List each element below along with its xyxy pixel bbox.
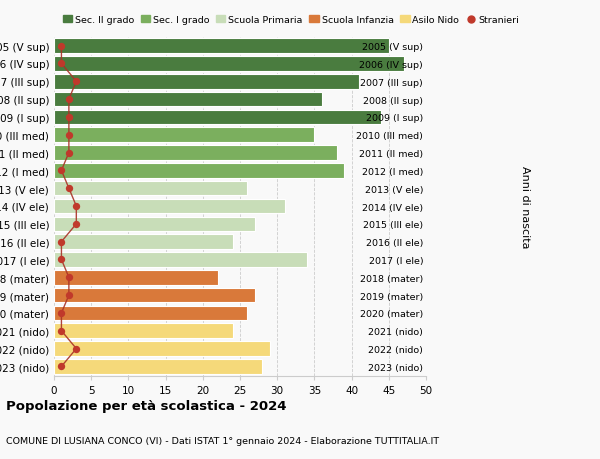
Point: [64, 274, 74, 281]
Point: [64, 292, 74, 299]
Bar: [54, 75, 359, 90]
Bar: [54, 217, 255, 232]
Point: [56, 43, 66, 50]
Bar: [54, 39, 389, 54]
Point: [56, 309, 66, 317]
Point: [56, 256, 66, 263]
Bar: [54, 164, 344, 178]
Point: [64, 132, 74, 139]
Bar: [54, 235, 233, 249]
Point: [56, 168, 66, 175]
Point: [56, 238, 66, 246]
Y-axis label: Anni di nascita: Anni di nascita: [520, 165, 530, 248]
Bar: [54, 341, 270, 356]
Point: [71, 221, 81, 228]
Bar: [54, 146, 337, 161]
Point: [56, 363, 66, 370]
Text: Popolazione per età scolastica - 2024: Popolazione per età scolastica - 2024: [6, 399, 287, 412]
Bar: [54, 270, 218, 285]
Bar: [54, 110, 382, 125]
Point: [64, 150, 74, 157]
Point: [64, 114, 74, 121]
Bar: [54, 93, 322, 107]
Bar: [54, 181, 247, 196]
Bar: [54, 306, 247, 320]
Point: [71, 78, 81, 86]
Point: [56, 61, 66, 68]
Point: [56, 327, 66, 335]
Bar: [54, 288, 255, 303]
Point: [64, 185, 74, 192]
Bar: [54, 199, 284, 214]
Bar: [54, 324, 233, 338]
Bar: [54, 359, 262, 374]
Point: [71, 203, 81, 210]
Bar: [54, 128, 314, 143]
Bar: [54, 252, 307, 267]
Bar: [54, 57, 404, 72]
Legend: Sec. II grado, Sec. I grado, Scuola Primaria, Scuola Infanzia, Asilo Nido, Stran: Sec. II grado, Sec. I grado, Scuola Prim…: [59, 12, 523, 28]
Point: [64, 96, 74, 104]
Text: COMUNE DI LUSIANA CONCO (VI) - Dati ISTAT 1° gennaio 2024 - Elaborazione TUTTITA: COMUNE DI LUSIANA CONCO (VI) - Dati ISTA…: [6, 436, 439, 445]
Point: [71, 345, 81, 353]
